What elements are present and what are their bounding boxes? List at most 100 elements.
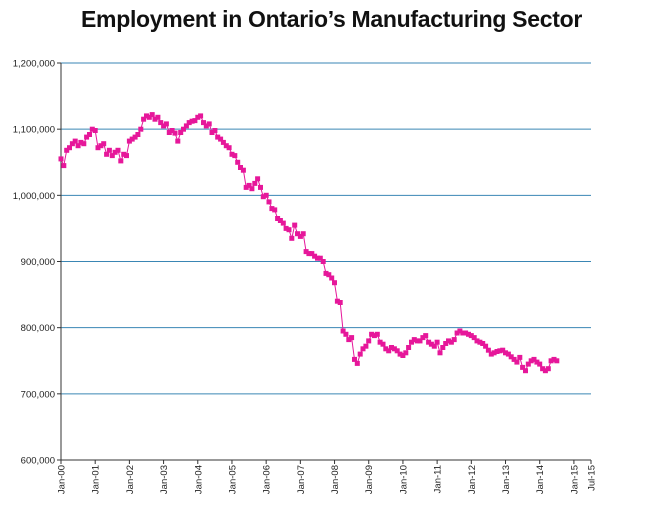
data-point — [109, 153, 115, 159]
data-point — [163, 121, 169, 127]
data-point — [457, 328, 463, 334]
data-point — [369, 331, 375, 337]
data-point — [466, 331, 471, 337]
y-tick-label: 1,000,000 — [13, 191, 55, 202]
data-point — [223, 143, 229, 149]
data-point — [440, 345, 446, 350]
x-tick-label: Jan-04 — [193, 465, 204, 494]
data-point — [448, 339, 454, 345]
y-tick-label: 800,000 — [21, 323, 55, 334]
data-point — [474, 338, 480, 344]
data-point — [104, 151, 110, 157]
data-point — [95, 145, 101, 151]
data-point — [505, 351, 511, 357]
x-tick-labels: Jan-00 Jan-01 Jan-02 Jan-03 Jan-04 Jan-05 Jan-… — [57, 465, 598, 494]
data-point — [477, 339, 483, 345]
data-point — [312, 253, 318, 259]
data-point — [92, 128, 98, 133]
data-point — [315, 255, 320, 261]
data-point — [112, 149, 118, 155]
data-point — [394, 348, 400, 354]
data-point — [329, 275, 335, 281]
data-point — [269, 206, 275, 212]
data-point — [277, 218, 283, 223]
data-point — [81, 141, 87, 147]
data-point — [132, 134, 138, 140]
series-employment — [58, 112, 560, 374]
gridlines — [61, 62, 591, 395]
data-point — [98, 143, 104, 149]
data-point — [514, 359, 520, 365]
data-point — [346, 337, 352, 343]
data-point — [317, 255, 323, 261]
data-point — [238, 165, 243, 170]
data-point — [289, 235, 295, 241]
data-point — [548, 358, 554, 364]
x-tick-label: Jan-05 — [227, 465, 238, 494]
data-point — [471, 335, 477, 341]
data-point — [161, 123, 167, 129]
data-point — [480, 341, 486, 346]
data-point — [403, 350, 409, 356]
data-point — [235, 159, 241, 165]
data-point — [198, 113, 204, 119]
data-point — [226, 145, 232, 151]
data-point — [523, 368, 528, 374]
data-point — [483, 343, 489, 349]
data-point — [283, 225, 289, 231]
data-point — [485, 347, 491, 353]
data-point — [517, 354, 523, 360]
data-point — [195, 114, 201, 120]
data-point — [124, 153, 129, 159]
data-point — [138, 126, 144, 132]
data-point — [172, 130, 178, 136]
data-point — [186, 120, 192, 126]
axes — [57, 62, 592, 464]
x-tick-label: Jan-06 — [262, 465, 273, 494]
data-point — [189, 118, 195, 124]
x-tick-label: Jan-03 — [159, 465, 170, 494]
data-point — [155, 114, 161, 120]
data-point — [371, 333, 377, 339]
data-point — [215, 134, 221, 140]
data-point — [451, 337, 457, 343]
data-point — [334, 298, 340, 304]
data-point — [332, 280, 337, 286]
data-point — [431, 343, 437, 349]
data-point — [503, 350, 508, 356]
y-tick-label: 1,100,000 — [13, 125, 55, 136]
data-point — [181, 126, 186, 132]
data-point — [61, 163, 67, 169]
data-point — [357, 351, 363, 357]
data-point — [437, 350, 443, 356]
data-point — [443, 341, 449, 346]
data-point — [340, 328, 346, 334]
data-point — [411, 337, 417, 343]
data-point — [417, 338, 423, 344]
data-point — [135, 132, 141, 137]
data-point — [144, 113, 149, 119]
data-point — [232, 153, 238, 159]
data-point — [67, 145, 72, 151]
data-point — [178, 130, 184, 135]
data-point — [297, 233, 303, 239]
data-point — [306, 251, 312, 257]
data-point — [258, 184, 263, 190]
data-point — [363, 343, 369, 349]
data-point — [229, 151, 235, 157]
data-point — [397, 351, 403, 357]
data-point — [349, 335, 355, 341]
data-point — [428, 341, 434, 347]
data-point — [406, 345, 412, 350]
data-point — [320, 259, 326, 264]
data-point — [309, 251, 315, 257]
data-point — [409, 339, 414, 345]
data-point — [343, 331, 349, 337]
data-point — [383, 346, 389, 352]
x-tick-label: Jan-08 — [330, 465, 341, 494]
data-point — [78, 139, 84, 145]
x-tick-label: Jan-12 — [467, 465, 478, 494]
x-tick-label: Jul-15 — [587, 465, 598, 491]
data-point — [386, 348, 392, 354]
data-point — [240, 167, 246, 173]
